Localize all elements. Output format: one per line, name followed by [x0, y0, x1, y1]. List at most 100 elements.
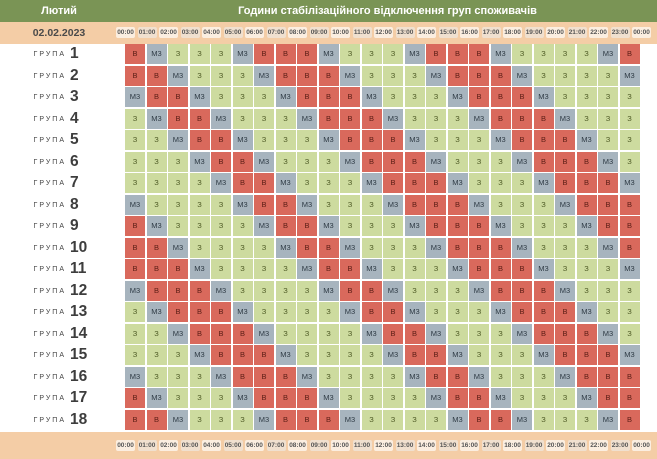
schedule-cell: З — [232, 280, 253, 301]
schedule-cell: М3 — [533, 173, 554, 193]
schedule-cell: З — [361, 366, 382, 387]
group-label: ГРУПА 6 — [0, 152, 118, 173]
schedule-cell: М3 — [576, 216, 597, 236]
schedule-cell: З — [555, 44, 575, 64]
schedule-cell: З — [297, 280, 317, 301]
hour-tick: 13:00 — [395, 27, 415, 38]
schedule-cell: М3 — [211, 366, 231, 387]
schedule-cell: М3 — [383, 194, 403, 215]
schedule-cell: В — [146, 259, 167, 279]
schedule-cell: З — [426, 259, 446, 279]
schedule-cell: М3 — [426, 65, 446, 86]
schedule-cell: В — [361, 302, 382, 322]
hour-tick: 05:00 — [223, 27, 243, 38]
schedule-cell: З — [168, 216, 188, 236]
schedule-cell: М3 — [340, 409, 360, 430]
schedule-cell: В — [490, 409, 511, 430]
schedule-cell: В — [125, 216, 145, 236]
schedule-cell: В — [383, 151, 403, 172]
group-number: 9 — [70, 217, 79, 234]
schedule-cell: М3 — [490, 302, 511, 322]
schedule-cell: З — [555, 216, 575, 236]
schedule-cell: В — [318, 259, 339, 279]
schedule-cell: М3 — [232, 44, 253, 64]
group-number: 4 — [70, 109, 79, 127]
schedule-cell: З — [254, 130, 274, 150]
schedule-cell: З — [232, 259, 253, 279]
schedule-cell: М3 — [254, 409, 274, 430]
schedule-cell: М3 — [619, 345, 640, 365]
schedule-cell: М3 — [318, 216, 339, 236]
schedule-cell: З — [146, 345, 167, 365]
schedule-cell: З — [533, 44, 554, 64]
schedule-cell: В — [297, 216, 317, 236]
schedule-cell: З — [576, 65, 597, 86]
schedule-cell: М3 — [555, 280, 575, 301]
schedule-cell: М3 — [168, 323, 188, 344]
hour-tick: 18:00 — [503, 27, 522, 38]
schedule-cell: З — [404, 65, 425, 86]
schedule-cell: В — [275, 388, 296, 408]
schedule-cell: З — [297, 323, 317, 344]
schedule-cell: М3 — [125, 87, 145, 107]
schedule-cell: В — [447, 366, 468, 387]
schedule-cell: В — [426, 173, 446, 193]
group-label: ГРУПА 15 — [0, 345, 118, 366]
schedule-cell: М3 — [318, 44, 339, 64]
schedule-cell: В — [168, 302, 188, 322]
schedule-cell: З — [340, 44, 360, 64]
hour-tick: 01:00 — [137, 27, 157, 38]
group-word: ГРУПА — [33, 309, 66, 316]
schedule-cell: В — [576, 173, 597, 193]
schedule-cell: З — [361, 388, 382, 408]
schedule-cell: З — [576, 44, 597, 64]
schedule-cell: З — [447, 323, 468, 344]
hour-tick: 22:00 — [589, 27, 608, 38]
schedule-cell: В — [275, 409, 296, 430]
schedule-cell: З — [383, 366, 403, 387]
hour-tick: 16:00 — [460, 440, 479, 451]
schedule-cell: З — [383, 409, 403, 430]
schedule-cell: В — [598, 216, 618, 236]
schedule-cell: З — [125, 108, 145, 129]
schedule-cell: З — [555, 259, 575, 279]
schedule-cell: З — [211, 409, 231, 430]
schedule-cell: В — [490, 65, 511, 86]
group-word: ГРУПА — [33, 115, 66, 123]
schedule-cell: З — [361, 237, 382, 258]
schedule-cell: М3 — [598, 237, 618, 258]
group-word: ГРУПА — [33, 180, 66, 187]
schedule-cell: З — [254, 302, 274, 322]
schedule-cell: З — [383, 44, 403, 64]
schedule-cell: М3 — [447, 87, 468, 107]
schedule-cell: М3 — [361, 173, 382, 193]
hour-tick: 22:00 — [589, 440, 608, 451]
hour-tick: 21:00 — [567, 27, 587, 38]
group-number: 18 — [70, 410, 88, 428]
schedule-cell: М3 — [533, 87, 554, 107]
schedule-cell: В — [469, 87, 489, 107]
schedule-cell: З — [361, 345, 382, 365]
hour-tick: 16:00 — [460, 27, 479, 38]
schedule-cell: М3 — [512, 237, 532, 258]
schedule-cell: В — [125, 259, 145, 279]
schedule-cell: В — [598, 388, 618, 408]
schedule-cell: В — [318, 108, 339, 129]
schedule-cell: М3 — [340, 151, 360, 172]
schedule-cell: В — [168, 87, 188, 107]
hour-tick: 15:00 — [438, 440, 458, 451]
schedule-cell: В — [619, 388, 640, 408]
schedule-cell: З — [490, 345, 511, 365]
hour-tick: 09:00 — [309, 440, 329, 451]
schedule-cell: З — [469, 151, 489, 172]
group-word: ГРУПА — [33, 266, 66, 273]
schedule-cell: В — [275, 194, 296, 215]
hour-tick: 04:00 — [202, 27, 221, 38]
schedule-cell: З — [297, 345, 317, 365]
schedule-cell: З — [555, 87, 575, 107]
group-label: ГРУПА 18 — [0, 410, 118, 431]
schedule-cell: З — [297, 302, 317, 322]
schedule-cell: В — [469, 216, 489, 236]
hour-header-bottom: 00:00 01:00 02:00 03:00 04:00 05:00 06:00 07:00… — [0, 432, 657, 459]
group-number: 13 — [70, 303, 88, 320]
